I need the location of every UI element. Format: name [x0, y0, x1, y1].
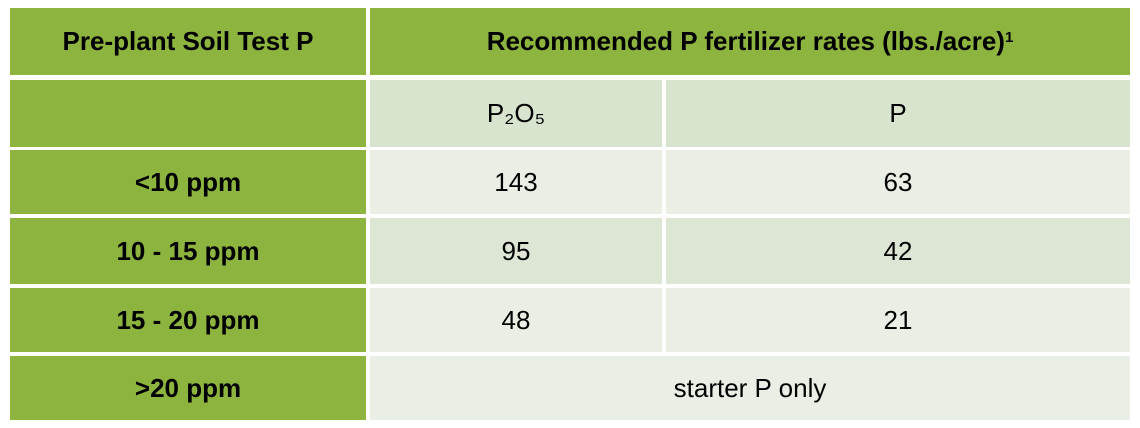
- subheader-cell: P₂O₅: [370, 80, 662, 147]
- row-label: 15 - 20 ppm: [116, 304, 260, 335]
- cell-value: starter P only: [673, 372, 827, 403]
- row-label-cell: [10, 80, 366, 147]
- row-label: <10 ppm: [134, 166, 242, 197]
- data-cell: starter P only: [370, 356, 1130, 420]
- cell-value: 42: [883, 235, 913, 266]
- subheader-cell: P: [666, 80, 1130, 147]
- cell-value: 21: [883, 304, 913, 335]
- row-label-cell: 10 - 15 ppm: [10, 218, 366, 284]
- data-cell: 21: [666, 288, 1130, 352]
- row-label-cell: >20 ppm: [10, 356, 366, 420]
- row-label-cell: 15 - 20 ppm: [10, 288, 366, 352]
- cell-value: 95: [501, 235, 531, 266]
- row-label-cell: <10 ppm: [10, 150, 366, 214]
- data-cell: 63: [666, 150, 1130, 214]
- header-text: Recommended P fertilizer rates (lbs./acr…: [486, 26, 1005, 56]
- cell-value: 48: [501, 304, 531, 335]
- footnote-marker: 1: [1004, 29, 1014, 46]
- data-cell: 42: [666, 218, 1130, 284]
- subheader-text: P: [889, 98, 907, 128]
- cell-value: 143: [494, 166, 538, 197]
- subheader-text: P₂O₅: [486, 98, 546, 128]
- data-cell: 143: [370, 150, 662, 214]
- header-cell: Recommended P fertilizer rates (lbs./acr…: [370, 8, 1130, 75]
- header-cell: Pre-plant Soil Test P: [10, 8, 366, 75]
- row-label: >20 ppm: [134, 372, 242, 403]
- data-cell: 95: [370, 218, 662, 284]
- row-label: 10 - 15 ppm: [116, 235, 260, 266]
- data-cell: 48: [370, 288, 662, 352]
- header-text: Pre-plant Soil Test P: [62, 26, 314, 56]
- cell-value: 63: [883, 166, 913, 197]
